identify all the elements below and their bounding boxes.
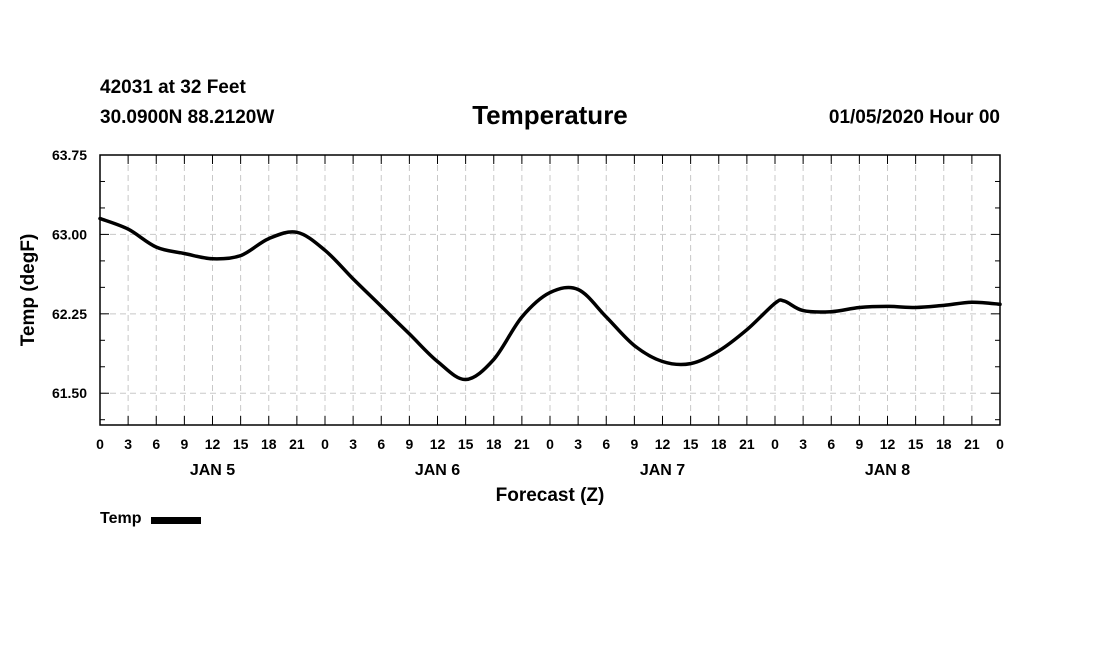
x-tick-label: 15 bbox=[683, 436, 699, 452]
day-labels: JAN 5 JAN 6 JAN 7 JAN 8 bbox=[190, 462, 910, 479]
y-axis-label: Temp (degF) bbox=[18, 234, 39, 347]
x-tick-label: 12 bbox=[205, 436, 221, 452]
chart-title: Temperature bbox=[472, 100, 628, 130]
y-tick-label: 61.50 bbox=[52, 385, 87, 401]
coordinates-label: 30.0900N 88.2120W bbox=[100, 107, 275, 128]
grid-lines bbox=[100, 155, 1000, 425]
y-tick-label: 63.75 bbox=[52, 147, 87, 163]
forecast-datetime: 01/05/2020 Hour 00 bbox=[828, 107, 1000, 128]
series-line-temp bbox=[98, 216, 1002, 382]
day-label: JAN 8 bbox=[865, 462, 910, 479]
x-tick-label: 0 bbox=[996, 436, 1004, 452]
x-tick-label: 6 bbox=[152, 436, 160, 452]
x-tick-label: 9 bbox=[405, 436, 413, 452]
x-tick-label: 3 bbox=[574, 436, 582, 452]
legend: Temp bbox=[100, 510, 202, 528]
series-layer bbox=[98, 216, 1002, 382]
x-tick-label: 15 bbox=[908, 436, 924, 452]
x-tick-label: 0 bbox=[96, 436, 104, 452]
x-tick-label: 12 bbox=[880, 436, 896, 452]
x-tick-label: 21 bbox=[739, 436, 755, 452]
x-tick-label: 18 bbox=[261, 436, 277, 452]
x-tick-label: 3 bbox=[124, 436, 132, 452]
x-tick-label: 15 bbox=[458, 436, 474, 452]
x-tick-label: 15 bbox=[233, 436, 249, 452]
x-tick-label: 6 bbox=[377, 436, 385, 452]
x-tick-label: 12 bbox=[655, 436, 671, 452]
x-tick-label: 18 bbox=[486, 436, 502, 452]
x-tick-label: 0 bbox=[321, 436, 329, 452]
x-tick-label: 18 bbox=[936, 436, 952, 452]
x-tick-labels: 0 3 6 9 12 15 18 21 0 3 6 9 12 15 18 21 0 3 6 9 12 15 18 21 0 3 6 9… bbox=[96, 436, 1004, 452]
day-label: JAN 5 bbox=[190, 462, 235, 479]
x-tick-label: 18 bbox=[711, 436, 727, 452]
x-tick-label: 3 bbox=[349, 436, 357, 452]
x-tick-label: 9 bbox=[630, 436, 638, 452]
x-tick-label: 9 bbox=[180, 436, 188, 452]
legend-swatch bbox=[151, 516, 202, 524]
x-tick-label: 6 bbox=[827, 436, 835, 452]
legend-label: Temp bbox=[100, 510, 142, 527]
x-tick-label: 21 bbox=[964, 436, 980, 452]
x-tick-label: 0 bbox=[771, 436, 779, 452]
y-tick-label: 62.25 bbox=[52, 306, 87, 322]
y-tick-labels: 61.50 62.25 63.00 63.75 bbox=[52, 147, 87, 401]
x-axis-label: Forecast (Z) bbox=[496, 485, 605, 506]
plot-frame bbox=[99, 154, 1001, 426]
x-tick-label: 9 bbox=[855, 436, 863, 452]
x-tick-label: 21 bbox=[514, 436, 530, 452]
x-tick-label: 0 bbox=[546, 436, 554, 452]
x-tick-label: 6 bbox=[602, 436, 610, 452]
y-tick-label: 63.00 bbox=[52, 226, 87, 242]
day-label: JAN 6 bbox=[415, 462, 460, 479]
x-tick-label: 3 bbox=[799, 436, 807, 452]
x-tick-label: 12 bbox=[430, 436, 446, 452]
axis-ticks bbox=[99, 154, 1001, 425]
station-label: 42031 at 32 Feet bbox=[100, 77, 246, 98]
x-tick-label: 21 bbox=[289, 436, 305, 452]
day-label: JAN 7 bbox=[640, 462, 685, 479]
